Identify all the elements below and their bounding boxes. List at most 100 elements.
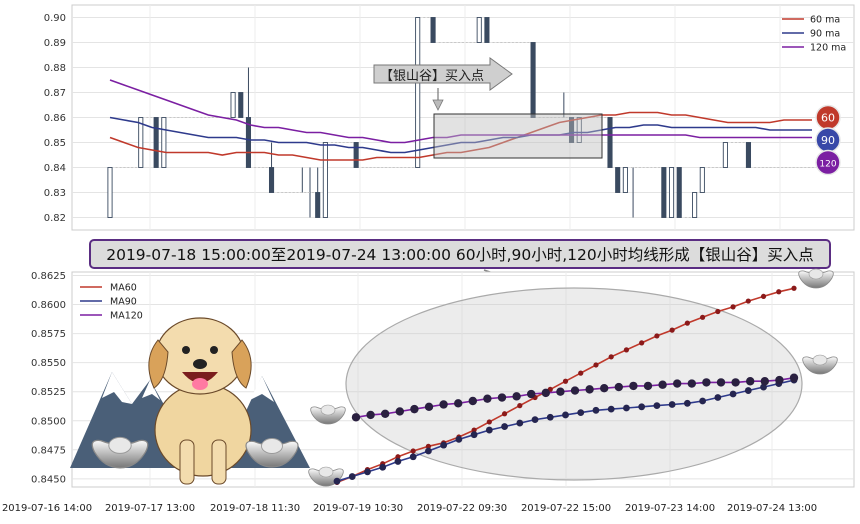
series-point-MA120 bbox=[424, 402, 434, 412]
series-point-MA60 bbox=[517, 403, 523, 409]
bottom-y-tick-label: 0.8575 bbox=[31, 329, 66, 340]
candle bbox=[676, 167, 682, 218]
top-legend-label: 60 ma bbox=[810, 15, 840, 26]
series-point-MA120 bbox=[702, 378, 711, 387]
bottom-y-tick-label: 0.8550 bbox=[31, 358, 66, 369]
series-point-MA90 bbox=[638, 403, 646, 411]
top-y-tick-label: 0.90 bbox=[44, 13, 66, 24]
series-point-MA60 bbox=[776, 289, 782, 295]
top-legend-label: 120 ma bbox=[810, 43, 846, 54]
series-point-MA120 bbox=[614, 382, 623, 392]
candle bbox=[615, 167, 621, 193]
series-point-MA60 bbox=[395, 454, 401, 460]
candle bbox=[107, 167, 113, 218]
callout-label: 【银山谷】买入点 bbox=[380, 69, 484, 84]
series-point-MA90 bbox=[699, 397, 706, 405]
series-point-MA90 bbox=[348, 473, 356, 480]
series-point-MA90 bbox=[440, 441, 448, 449]
ma-badge-label: 120 bbox=[819, 160, 836, 170]
series-point-MA60 bbox=[425, 443, 431, 449]
series-point-MA120 bbox=[351, 413, 361, 422]
candle bbox=[622, 167, 628, 193]
series-point-MA120 bbox=[468, 396, 477, 406]
candle bbox=[153, 117, 159, 168]
series-point-MA60 bbox=[623, 347, 630, 353]
series-point-MA60 bbox=[410, 448, 416, 454]
top-gridlines bbox=[72, 5, 854, 230]
bottom-y-tick-label: 0.8500 bbox=[31, 416, 66, 427]
candle bbox=[722, 142, 728, 168]
series-point-MA90 bbox=[546, 413, 554, 421]
ma-badge-label: 60 bbox=[821, 112, 835, 125]
bottom-series-lines bbox=[333, 285, 799, 485]
bottom-x-tick-label: 2019-07-16 14:00 bbox=[2, 503, 92, 514]
series-point-MA60 bbox=[745, 298, 751, 304]
series-point-MA120 bbox=[527, 389, 536, 399]
series-point-MA60 bbox=[791, 285, 797, 291]
series-point-MA90 bbox=[455, 435, 463, 443]
bottom-x-tick-label: 2019-07-19 10:30 bbox=[313, 503, 403, 514]
series-point-MA90 bbox=[668, 401, 676, 408]
series-point-MA60 bbox=[639, 340, 645, 346]
candle bbox=[230, 92, 236, 118]
candle bbox=[268, 167, 275, 193]
series-point-MA120 bbox=[381, 409, 390, 418]
top-y-tick-label: 0.82 bbox=[44, 213, 66, 224]
series-point-MA120 bbox=[439, 400, 448, 409]
series-point-MA90 bbox=[592, 406, 600, 414]
bottom-y-tick-label: 0.8450 bbox=[31, 474, 66, 485]
candle bbox=[353, 142, 359, 168]
series-point-MA120 bbox=[687, 379, 696, 388]
series-point-MA60 bbox=[593, 362, 599, 368]
top-y-tick-label: 0.89 bbox=[44, 38, 66, 49]
candle bbox=[661, 167, 667, 218]
bottom-y-tick-label: 0.8625 bbox=[31, 271, 66, 282]
series-point-MA120 bbox=[570, 386, 580, 395]
title-banner: 2019-07-18 15:00:00至2019-07-24 13:00:00 … bbox=[89, 239, 831, 269]
series-point-MA90 bbox=[485, 426, 493, 434]
candle bbox=[238, 92, 244, 118]
bottom-legend-label: MA60 bbox=[110, 283, 137, 294]
bottom-y-tick-label: 0.8525 bbox=[31, 387, 66, 398]
highlight-ellipse bbox=[345, 287, 803, 481]
candle bbox=[668, 167, 675, 218]
line-chart: 0.8450 0.8475 0.8500 0.8525 0.8550 0.8575 0.86… bbox=[2, 268, 855, 514]
series-point-MA60 bbox=[471, 427, 477, 433]
bottom-x-tick-label: 2019-07-17 13:00 bbox=[105, 503, 195, 514]
bottom-legend-label: MA120 bbox=[110, 311, 143, 322]
series-point-MA90 bbox=[531, 416, 539, 423]
top-y-tick-label: 0.85 bbox=[44, 138, 66, 149]
series-point-MA90 bbox=[653, 402, 661, 410]
series-point-MA60 bbox=[730, 304, 736, 310]
series-point-MA60 bbox=[501, 411, 508, 417]
candle bbox=[138, 117, 144, 168]
series-point-MA60 bbox=[760, 293, 767, 300]
top-legend: 60 ma 90 ma 120 ma bbox=[782, 15, 846, 54]
series-point-MA120 bbox=[775, 375, 784, 385]
series-point-MA90 bbox=[364, 468, 371, 476]
series-point-MA120 bbox=[395, 407, 404, 416]
highlight-box bbox=[433, 113, 603, 159]
series-point-MA120 bbox=[789, 373, 799, 382]
series-point-MA90 bbox=[470, 431, 478, 439]
candle bbox=[692, 192, 698, 218]
series-point-MA60 bbox=[700, 314, 706, 320]
candle bbox=[530, 42, 536, 118]
series-point-MA90 bbox=[501, 423, 508, 430]
series-point-MA120 bbox=[716, 378, 726, 387]
top-y-axis: 0.82 0.83 0.84 0.85 0.86 0.87 0.88 0.89 0.90 bbox=[44, 13, 66, 224]
series-point-MA90 bbox=[607, 405, 615, 413]
candle bbox=[476, 17, 482, 43]
candle bbox=[607, 117, 613, 168]
series-point-MA90 bbox=[577, 409, 585, 417]
series-point-MA60 bbox=[715, 308, 721, 315]
series-point-MA60 bbox=[654, 333, 660, 339]
series-point-MA90 bbox=[379, 463, 387, 471]
series-point-MA90 bbox=[409, 453, 417, 461]
bottom-y-tick-label: 0.8475 bbox=[31, 445, 66, 456]
series-point-MA120 bbox=[483, 394, 492, 403]
series-point-MA90 bbox=[562, 411, 569, 419]
series-point-MA120 bbox=[629, 381, 638, 391]
series-point-MA120 bbox=[366, 410, 375, 420]
candle bbox=[576, 117, 582, 143]
